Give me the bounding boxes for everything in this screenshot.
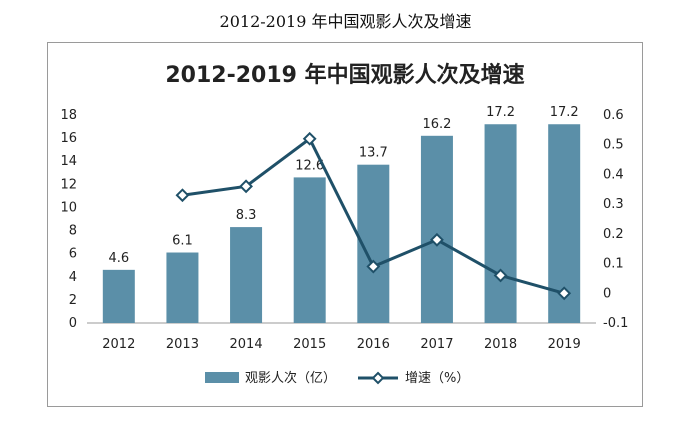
bar-data-label: 4.6: [108, 251, 129, 266]
figure-caption: 2012-2019 年中国观影人次及增速: [219, 12, 472, 31]
bar-series: [102, 124, 581, 323]
bar: [484, 124, 517, 323]
legend-bar-swatch: [205, 372, 239, 383]
bar-data-label: 16.2: [422, 117, 451, 132]
x-tick-label: 2017: [420, 337, 453, 352]
y-left-tick-label: 2: [69, 293, 77, 308]
line-point-marker: [302, 131, 317, 146]
bar-data-labels: 4.6 6.1 8.3 12.6 13.7 16.2 17.2 17.2: [108, 105, 578, 266]
line-point-marker: [430, 232, 444, 247]
y-left-tick-label: 6: [69, 247, 77, 262]
y-left-tick-label: 18: [60, 108, 77, 123]
y-right-tick-label: 0.4: [603, 167, 624, 182]
y-right-tick-label: 0: [603, 286, 611, 301]
bar-data-label: 17.2: [550, 105, 579, 120]
y-left-tick-label: 12: [60, 177, 77, 192]
x-tick-label: 2018: [484, 337, 517, 352]
legend-line-label: 增速（%）: [405, 371, 469, 386]
line-point-marker: [493, 268, 508, 283]
bar: [293, 177, 326, 323]
x-tick-label: 2014: [230, 337, 263, 352]
line-point-marker: [239, 179, 253, 194]
y-right-tick-label: 0.1: [603, 257, 624, 272]
line-series: [175, 131, 572, 301]
line-point-marker: [366, 259, 381, 274]
y-right-tick-label: -0.1: [603, 316, 628, 331]
bar-data-label: 17.2: [486, 105, 515, 120]
bar-data-label: 13.7: [359, 146, 388, 161]
axes: 0 2 4 6 8 10 12 14 16 18 -0.1 0 0.1 0.2 0.3 0.4 0.5 0.6 20…: [60, 108, 628, 352]
y-right-tick-label: 0.3: [603, 197, 624, 212]
y-right-tick-label: 0.6: [603, 108, 624, 123]
bar-data-label: 8.3: [236, 208, 257, 223]
line-point-marker: [175, 188, 190, 203]
bar: [102, 269, 135, 323]
y-left-tick-label: 4: [69, 270, 77, 285]
x-tick-label: 2015: [293, 337, 326, 352]
legend: 观影人次（亿） 增速（%）: [205, 370, 469, 386]
x-tick-label: 2012: [102, 337, 135, 352]
x-tick-label: 2013: [166, 337, 199, 352]
y-left-tick-label: 0: [69, 316, 77, 331]
chart-frame: [47, 42, 643, 407]
bar-data-label: 12.6: [295, 158, 324, 173]
bar: [230, 227, 263, 323]
y-left-tick-label: 16: [60, 131, 77, 146]
legend-bar-label: 观影人次（亿）: [245, 370, 336, 386]
y-left-tick-label: 10: [60, 200, 77, 215]
x-tick-label: 2016: [357, 337, 390, 352]
y-left-tick-label: 8: [69, 224, 77, 239]
y-right-tick-label: 0.2: [603, 227, 624, 242]
legend-line-marker: [371, 371, 385, 385]
bar: [166, 252, 199, 323]
line-point-marker: [557, 286, 572, 301]
bar: [420, 135, 453, 323]
y-left-tick-label: 14: [60, 154, 77, 169]
y-right-tick-label: 0.5: [603, 138, 624, 153]
bar-data-label: 6.1: [172, 234, 193, 249]
x-tick-label: 2019: [548, 337, 581, 352]
chart-title: 2012-2019 年中国观影人次及增速: [165, 62, 524, 88]
